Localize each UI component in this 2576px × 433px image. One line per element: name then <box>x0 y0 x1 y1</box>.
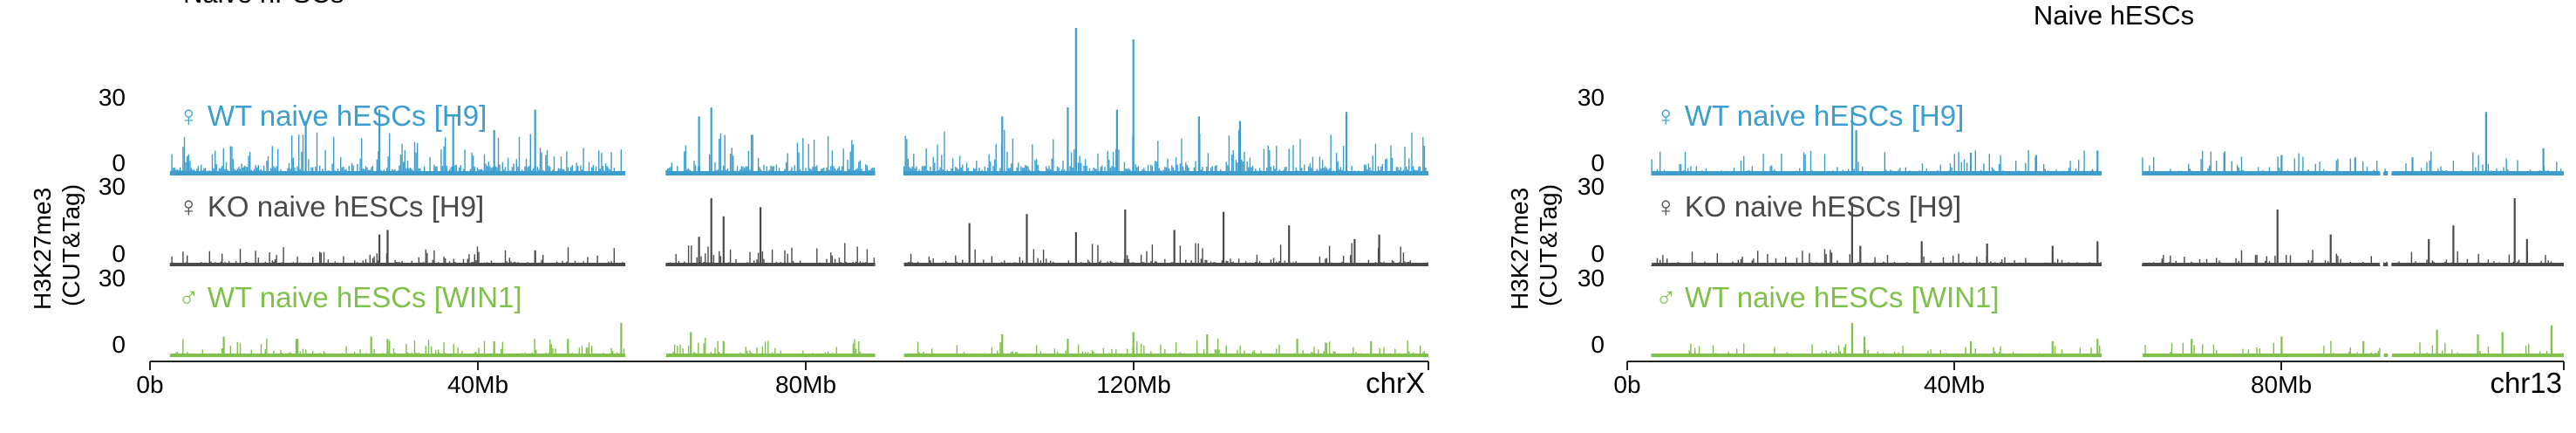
right-y-tick-top-3: 30 <box>1578 265 1605 292</box>
right-y-tick-bottom-2: 0 <box>1591 240 1605 267</box>
signal-bars <box>1651 149 2562 175</box>
left-track-2 <box>169 198 1428 266</box>
left-panel: Naive hPSCs H3K27me3 (CUT&Tag) 30 0 30 0… <box>29 0 1429 399</box>
left-y-tick-bottom-2: 0 <box>112 240 126 267</box>
coverage-segment-3 <box>2383 354 2389 357</box>
coverage-segment-3 <box>2383 171 2389 175</box>
right-series-label-ko-h9: ♀ KO naive hESCs [H9] <box>1655 190 1961 223</box>
left-y-tick-top-1: 30 <box>99 84 126 111</box>
left-panel-title: Naive hPSCs <box>183 0 344 9</box>
left-x-tick-label-120: 120Mb <box>1096 371 1171 398</box>
right-y-tick-bottom-1: 0 <box>1591 149 1605 176</box>
signal-bars <box>169 338 1428 357</box>
left-y-axis-label-line1: H3K27me3 <box>29 188 56 310</box>
signal-bars <box>1651 340 2563 357</box>
right-x-tick-label-80: 80Mb <box>2251 371 2312 398</box>
coverage-segment-1 <box>1652 171 2102 175</box>
right-track-2 <box>1651 198 2564 266</box>
left-y-tick-bottom-1: 0 <box>112 149 126 176</box>
right-series-label-wt-h9: ♀ WT naive hESCs [H9] <box>1655 100 1964 132</box>
left-x-tick-label-40: 40Mb <box>447 371 508 398</box>
right-series-label-wt-win1: ♂ WT naive hESCs [WIN1] <box>1655 281 2000 313</box>
right-x-tick-label-40: 40Mb <box>1924 371 1985 398</box>
left-series-label-wt-win1: ♂ WT naive hESCs [WIN1] <box>178 281 522 313</box>
coverage-segment-3 <box>2383 263 2389 266</box>
right-y-tick-top-1: 30 <box>1578 84 1605 111</box>
right-y-axis-label: H3K27me3 (CUT&Tag) <box>1506 181 1562 310</box>
coverage-segment-2 <box>666 354 876 357</box>
right-track-1 <box>1651 107 2564 175</box>
right-panel: Naive hESCs H3K27me3 (CUT&Tag) 30 0 30 0… <box>1506 0 2565 399</box>
left-y-axis-label: H3K27me3 (CUT&Tag) <box>29 181 85 310</box>
right-y-tick-top-2: 30 <box>1578 173 1605 200</box>
left-y-tick-top-3: 30 <box>99 265 126 292</box>
left-track-3 <box>169 323 1428 357</box>
coverage-segment-3 <box>903 263 1428 266</box>
coverage-segment-2 <box>2142 263 2380 266</box>
left-series-label-wt-h9: ♀ WT naive hESCs [H9] <box>178 100 487 132</box>
coverage-segment-1 <box>1652 354 2102 357</box>
right-y-tick-bottom-3: 0 <box>1591 331 1605 358</box>
right-track-3 <box>1651 323 2564 357</box>
left-track-1 <box>169 28 1428 175</box>
left-x-tick-label-80: 80Mb <box>775 371 836 398</box>
right-x-tick-label-0: 0b <box>1613 371 1640 398</box>
left-x-tick-label-0: 0b <box>136 371 163 398</box>
left-y-tick-top-2: 30 <box>99 173 126 200</box>
coverage-segment-2 <box>2142 354 2380 357</box>
signal-bars <box>169 129 1428 175</box>
right-panel-title: Naive hESCs <box>2034 0 2194 31</box>
left-y-axis-label-line2: (CUT&Tag) <box>58 184 85 306</box>
left-chromosome-label: chrX <box>1366 367 1425 399</box>
coverage-segment-1 <box>170 354 626 357</box>
right-y-axis-label-line2: (CUT&Tag) <box>1535 184 1562 306</box>
coverage-segment-2 <box>2142 171 2380 175</box>
right-y-axis-label-line1: H3K27me3 <box>1506 188 1533 310</box>
left-y-tick-bottom-3: 0 <box>112 331 126 358</box>
right-chromosome-label: chr13 <box>2490 367 2562 399</box>
left-series-label-ko-h9: ♀ KO naive hESCs [H9] <box>178 190 484 223</box>
